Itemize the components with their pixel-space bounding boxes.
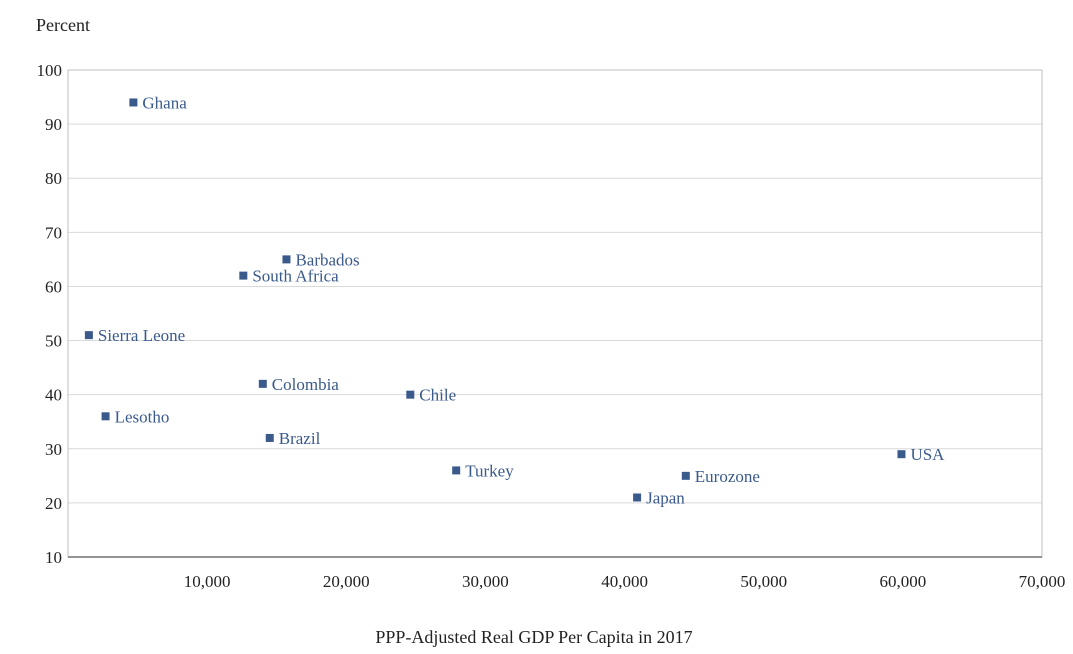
data-point-usa: USA: [897, 445, 945, 464]
y-axis-ticks: 10 20 30 40 50 60 70 80 90 100: [37, 61, 63, 567]
point-label: Sierra Leone: [98, 326, 185, 345]
point-label: Japan: [646, 488, 685, 507]
point-label: Lesotho: [115, 407, 170, 426]
point-marker: [84, 331, 93, 340]
data-point-sierra-leone: Sierra Leone: [84, 326, 185, 345]
y-tick-label: 30: [45, 440, 62, 459]
x-tick-label: 30,000: [462, 572, 509, 591]
point-label: Eurozone: [695, 467, 760, 486]
point-label: Barbados: [295, 250, 359, 269]
point-marker: [681, 471, 690, 480]
y-tick-label: 50: [45, 332, 62, 351]
plot-border: [67, 69, 1043, 558]
data-point-ghana: Ghana: [129, 93, 187, 112]
point-marker: [897, 450, 906, 459]
point-label: Colombia: [272, 375, 340, 394]
data-point-japan: Japan: [633, 488, 685, 507]
x-tick-label: 50,000: [740, 572, 787, 591]
point-marker: [282, 255, 291, 264]
x-axis-ticks: 10,000 20,000 30,000 40,000 50,000 60,000 70,0…: [184, 572, 1066, 591]
x-tick-label: 10,000: [184, 572, 231, 591]
x-tick-label: 70,000: [1019, 572, 1066, 591]
data-point-turkey: Turkey: [452, 461, 514, 480]
y-tick-label: 20: [45, 494, 62, 513]
x-axis-title: PPP-Adjusted Real GDP Per Capita in 2017: [375, 627, 692, 647]
data-point-south-africa: South Africa: [239, 267, 339, 286]
point-marker: [258, 379, 267, 388]
point-label: Chile: [419, 386, 456, 405]
point-marker: [101, 412, 110, 421]
point-marker: [633, 493, 642, 502]
point-marker: [265, 433, 274, 442]
point-marker: [129, 98, 138, 107]
gridlines: [68, 69, 1042, 504]
y-tick-label: 60: [45, 277, 62, 296]
point-label: Ghana: [142, 93, 187, 112]
data-point-lesotho: Lesotho: [101, 407, 170, 426]
y-axis-title: Percent: [36, 15, 90, 35]
y-tick-label: 90: [45, 115, 62, 134]
x-tick-label: 60,000: [879, 572, 926, 591]
point-label: Turkey: [465, 461, 514, 480]
y-tick-label: 80: [45, 169, 62, 188]
data-point-colombia: Colombia: [258, 375, 340, 394]
y-tick-label: 70: [45, 223, 62, 242]
y-tick-label: 40: [45, 386, 62, 405]
x-tick-label: 40,000: [601, 572, 648, 591]
point-marker: [406, 390, 415, 399]
point-label: Brazil: [279, 429, 321, 448]
point-marker: [452, 466, 461, 475]
y-tick-label: 100: [37, 61, 63, 80]
data-point-brazil: Brazil: [265, 429, 321, 448]
point-label: USA: [910, 445, 945, 464]
plot-frame: [67, 69, 1043, 558]
y-tick-label: 10: [45, 548, 62, 567]
data-point-barbados: Barbados: [282, 250, 360, 269]
point-marker: [239, 271, 248, 280]
data-point-chile: Chile: [406, 386, 456, 405]
x-tick-label: 20,000: [323, 572, 370, 591]
point-label: South Africa: [252, 267, 339, 286]
data-point-eurozone: Eurozone: [681, 467, 760, 486]
